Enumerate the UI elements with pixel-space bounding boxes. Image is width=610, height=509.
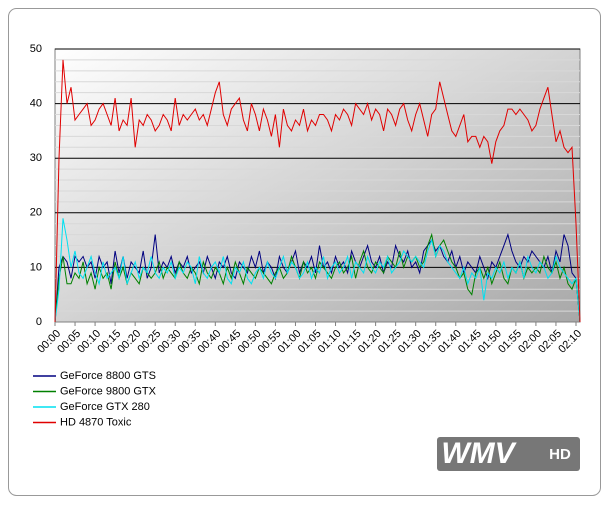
logo-text: WMV xyxy=(441,437,517,470)
series-line xyxy=(54,218,581,323)
logo: WMV HD xyxy=(437,437,580,471)
legend-label: GeForce 9800 GTX xyxy=(60,385,157,397)
logo-box xyxy=(437,437,580,471)
y-tick-label: 30 xyxy=(30,152,42,164)
y-tick-label: 0 xyxy=(36,316,42,328)
series-line xyxy=(54,232,581,323)
series-line xyxy=(54,59,581,323)
y-tick-label: 40 xyxy=(30,98,42,110)
y-tick-label: 50 xyxy=(30,43,42,55)
plot-area xyxy=(54,48,581,323)
y-tick-label: 20 xyxy=(30,207,42,219)
logo-badge: HD xyxy=(549,446,571,463)
legend-label: HD 4870 Toxic xyxy=(60,416,132,428)
y-tick-label: 10 xyxy=(30,261,42,273)
legend-label: GeForce 8800 GTS xyxy=(60,370,156,382)
legend-label: GeForce GTX 280 xyxy=(60,401,150,413)
